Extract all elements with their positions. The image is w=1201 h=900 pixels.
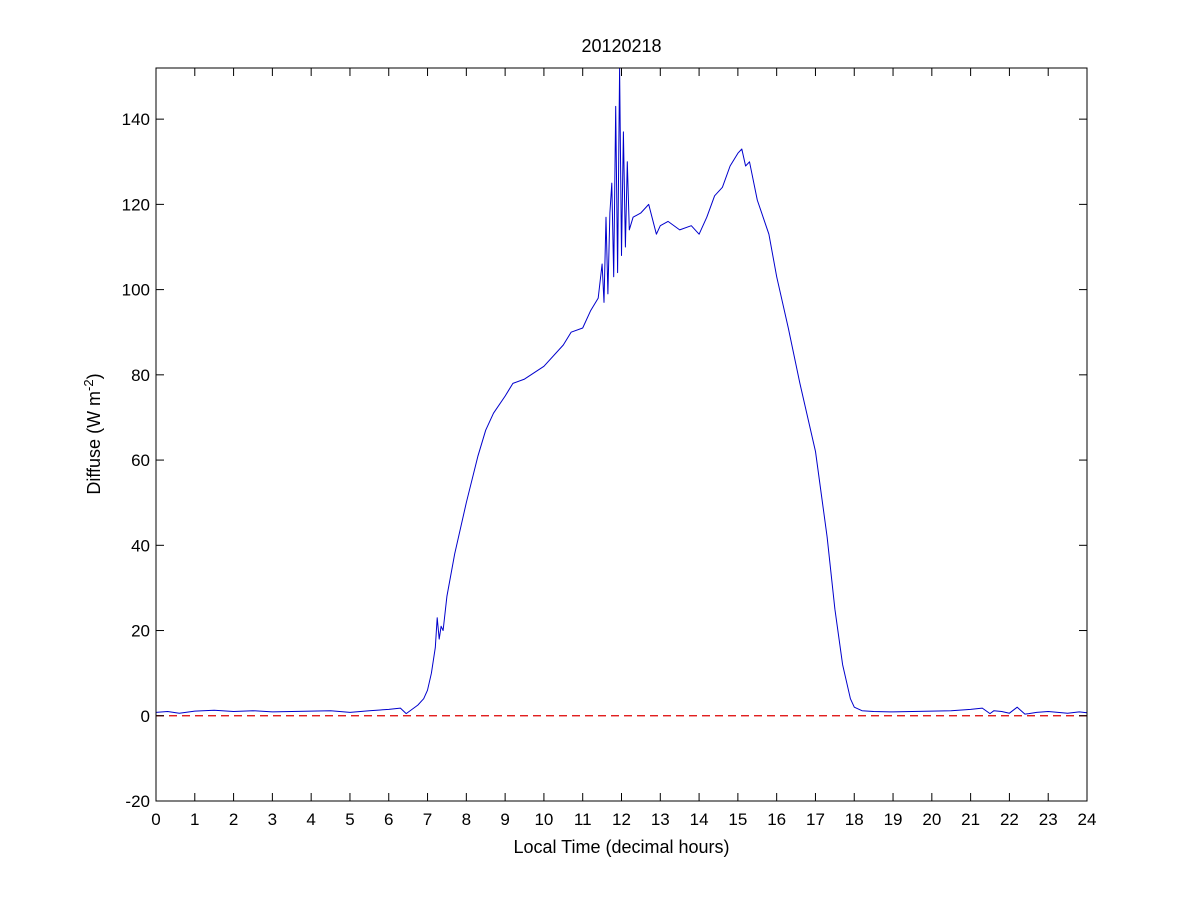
x-tick-label: 18	[845, 810, 864, 829]
y-tick-label: 0	[141, 707, 150, 726]
x-tick-label: 6	[384, 810, 393, 829]
x-tick-label: 5	[345, 810, 354, 829]
y-tick-label: 120	[122, 195, 150, 214]
y-axis-label: Diffuse (W m-2)	[81, 373, 105, 494]
y-tick-label: 40	[131, 536, 150, 555]
x-tick-label: 17	[806, 810, 825, 829]
x-tick-label: 11	[574, 810, 592, 829]
x-tick-label: 23	[1039, 810, 1058, 829]
x-tick-label: 22	[1000, 810, 1019, 829]
plot-area	[156, 68, 1087, 801]
x-tick-label: 1	[190, 810, 199, 829]
x-tick-label: 20	[922, 810, 941, 829]
x-tick-label: 12	[612, 810, 631, 829]
x-tick-label: 4	[306, 810, 315, 829]
chart-title: 20120218	[581, 36, 661, 56]
x-tick-label: 24	[1078, 810, 1097, 829]
x-tick-label: 16	[767, 810, 786, 829]
y-tick-label: 20	[131, 622, 150, 641]
y-tick-label: 100	[122, 281, 150, 300]
y-axis-label-superscript: -2	[81, 379, 96, 391]
x-tick-label: 15	[728, 810, 747, 829]
x-tick-label: 2	[229, 810, 238, 829]
y-axis-label-main: Diffuse (W m	[84, 391, 104, 495]
x-tick-label: 8	[462, 810, 471, 829]
x-tick-label: 0	[151, 810, 160, 829]
x-tick-label: 14	[690, 810, 709, 829]
y-tick-label: 80	[131, 366, 150, 385]
x-axis-label: Local Time (decimal hours)	[513, 837, 729, 857]
x-tick-label: 13	[651, 810, 670, 829]
x-tick-label: 21	[961, 810, 980, 829]
x-tick-label: 19	[884, 810, 903, 829]
series-line-0	[155, 67, 1088, 715]
y-tick-label: 60	[131, 451, 150, 470]
y-tick-label: -20	[125, 792, 150, 811]
x-tick-label: 9	[500, 810, 509, 829]
x-tick-label: 3	[268, 810, 277, 829]
y-axis-label-close: )	[84, 373, 104, 379]
x-tick-label: 7	[423, 810, 432, 829]
y-tick-label: 140	[122, 110, 150, 129]
x-tick-label: 10	[534, 810, 553, 829]
